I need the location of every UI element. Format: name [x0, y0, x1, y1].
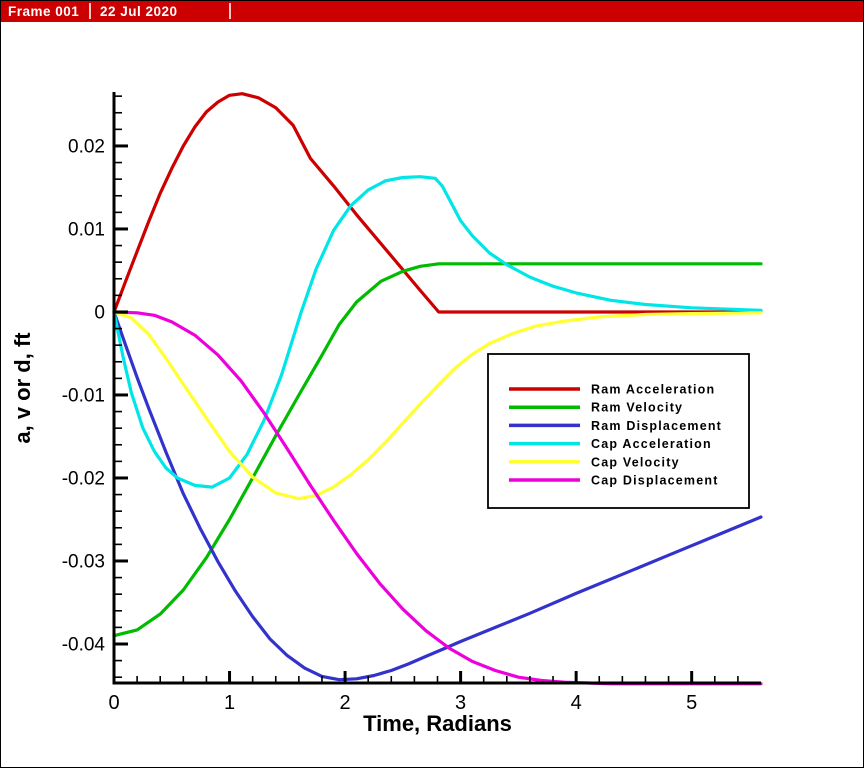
y-tick-label: 0.01: [68, 219, 105, 240]
curve-ram-displacement: [112, 310, 763, 682]
legend-label-cap-velocity: Cap Velocity: [591, 455, 680, 469]
y-tick-label: -0.03: [62, 551, 105, 572]
frame-title: Frame 001: [8, 4, 80, 19]
legend-box: [487, 353, 750, 509]
legend-label-cap-displacement: Cap Displacement: [591, 474, 719, 488]
x-axis-title: Time, Radians: [363, 711, 512, 736]
x-tick-label: 2: [340, 692, 351, 714]
x-tick-label: 1: [224, 692, 235, 714]
x-tick-label: 5: [686, 692, 697, 714]
frame-titlebar: Frame 001 22 Jul 2020: [1, 1, 863, 22]
legend-label-ram-velocity: Ram Velocity: [591, 401, 683, 415]
y-tick-label: 0: [94, 302, 105, 323]
y-tick-label: -0.04: [62, 634, 106, 655]
x-tick-label: 0: [108, 692, 119, 714]
curve-cap-velocity: [112, 310, 763, 501]
y-axis-title: a, v or d, ft: [10, 332, 35, 444]
frame-date: 22 Jul 2020: [100, 4, 178, 19]
y-tick-label: -0.02: [62, 468, 105, 489]
y-tick-label: 0.02: [68, 136, 105, 157]
y-tick-label: -0.01: [62, 385, 105, 406]
x-tick-label: 3: [455, 692, 466, 714]
legend-label-cap-acceleration: Cap Acceleration: [591, 437, 712, 451]
titlebar-separator: [89, 3, 91, 19]
curve-ram-acceleration: [112, 92, 763, 314]
titlebar-separator: [229, 3, 231, 19]
x-tick-label: 4: [571, 692, 582, 714]
legend-label-ram-acceleration: Ram Acceleration: [591, 383, 715, 397]
curve-cap-acceleration: [112, 175, 763, 489]
legend-label-ram-displacement: Ram Displacement: [591, 419, 722, 433]
curve-ram-velocity: [112, 262, 763, 638]
